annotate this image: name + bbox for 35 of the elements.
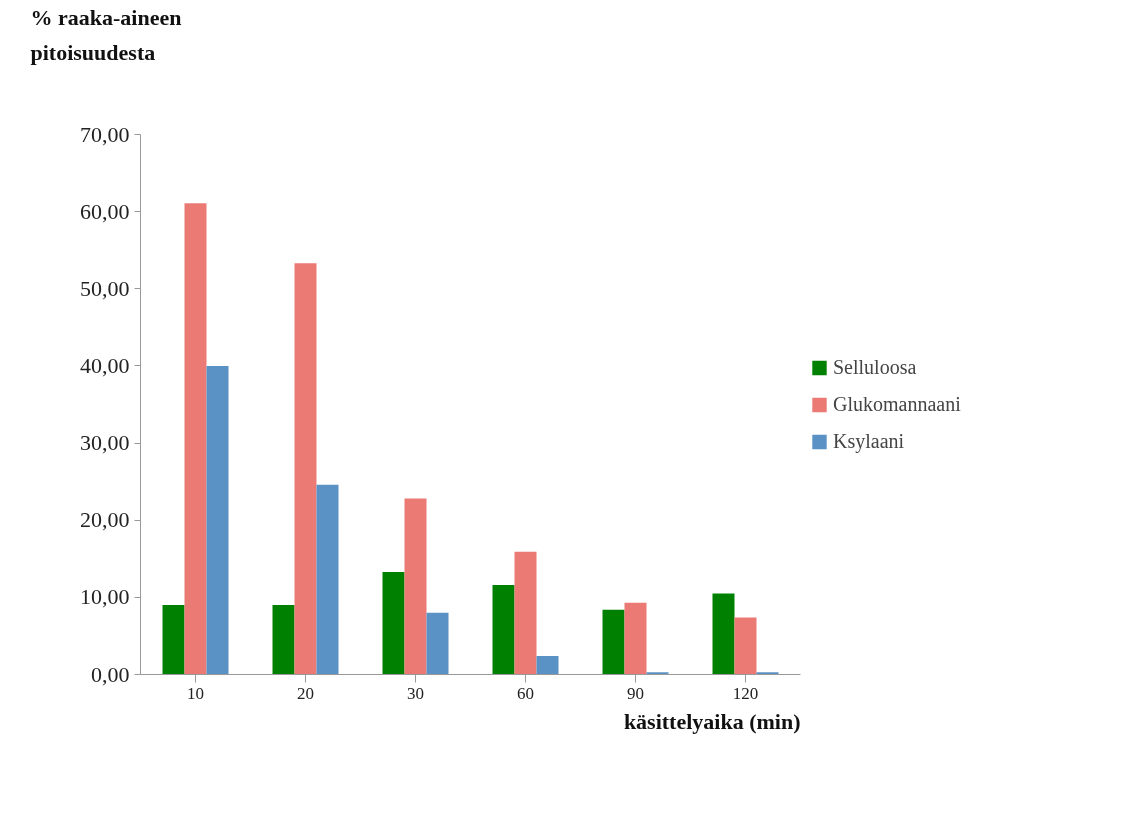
bar bbox=[382, 571, 405, 675]
bar bbox=[602, 609, 625, 675]
y-tick-label: 60,00 bbox=[80, 198, 130, 224]
bar bbox=[294, 263, 317, 675]
x-axis-title: käsittelyaika (min) bbox=[623, 708, 801, 734]
y-tick-label: 50,00 bbox=[80, 275, 130, 301]
y-tick-label: 20,00 bbox=[80, 507, 130, 533]
legend-label: Glukomannaani bbox=[833, 392, 961, 416]
y-tick-label: 40,00 bbox=[80, 352, 130, 378]
bar bbox=[624, 602, 647, 675]
bar bbox=[206, 365, 229, 675]
bar bbox=[184, 203, 207, 675]
bar bbox=[536, 655, 559, 675]
x-tick-label: 60 bbox=[517, 683, 534, 703]
x-tick-label: 20 bbox=[297, 683, 314, 703]
bar bbox=[492, 585, 515, 675]
bar bbox=[272, 605, 295, 675]
x-tick-label: 90 bbox=[627, 683, 644, 703]
y-tick-label: 30,00 bbox=[80, 430, 130, 456]
y-tick-label: 0,00 bbox=[91, 661, 130, 687]
x-tick-label: 10 bbox=[187, 683, 204, 703]
bar bbox=[514, 551, 537, 675]
bar bbox=[162, 605, 185, 675]
y-axis-title: % raaka-aineen pitoisuudesta bbox=[30, 4, 182, 65]
y-tick-label: 70,00 bbox=[80, 121, 130, 147]
bar bbox=[316, 484, 339, 675]
x-tick-label: 120 bbox=[732, 683, 759, 703]
bar bbox=[734, 617, 757, 675]
bar bbox=[426, 612, 449, 675]
legend-label: Selluloosa bbox=[833, 355, 917, 379]
bar bbox=[404, 498, 427, 675]
legend-label: Ksylaani bbox=[833, 429, 905, 453]
x-tick-label: 30 bbox=[407, 683, 424, 703]
bar bbox=[712, 593, 735, 675]
y-tick-label: 10,00 bbox=[80, 584, 130, 610]
